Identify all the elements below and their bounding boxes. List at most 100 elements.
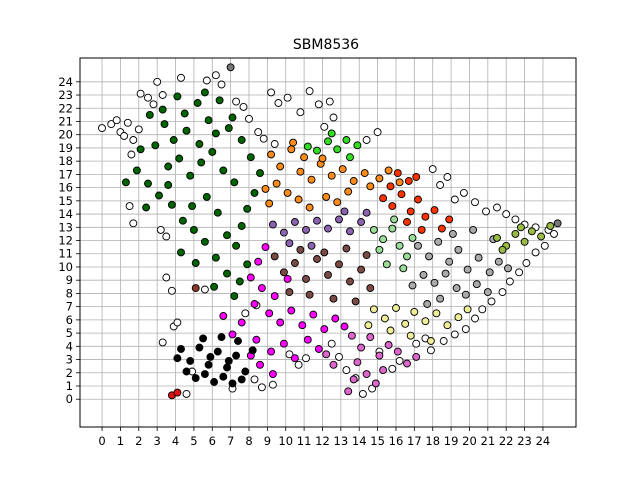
data-point	[448, 229, 457, 238]
data-point	[426, 337, 435, 345]
data-point	[274, 99, 283, 107]
data-point	[450, 195, 459, 204]
data-point	[158, 105, 167, 114]
x-tick-label: 21	[481, 434, 496, 448]
data-point	[129, 136, 138, 144]
data-point	[437, 224, 446, 233]
x-tick-label: 1	[117, 434, 124, 448]
data-point	[195, 343, 204, 352]
data-point	[325, 97, 334, 106]
data-point	[162, 232, 171, 241]
data-point	[219, 311, 228, 320]
data-point	[401, 319, 410, 328]
data-point	[285, 350, 294, 359]
data-point	[550, 229, 558, 238]
data-point	[395, 356, 404, 365]
data-point	[256, 360, 264, 369]
data-point	[287, 145, 296, 154]
data-point	[474, 253, 483, 262]
data-point	[204, 116, 213, 125]
data-point	[423, 300, 432, 308]
data-point	[342, 136, 351, 144]
data-point	[302, 354, 310, 363]
data-point	[333, 198, 342, 207]
data-point	[202, 192, 211, 201]
data-point	[358, 389, 367, 398]
data-point	[327, 171, 336, 180]
data-point	[346, 227, 354, 236]
data-point	[472, 280, 481, 289]
data-point	[235, 277, 244, 286]
data-point	[434, 237, 443, 246]
x-tick-label: 7	[227, 434, 234, 448]
data-point	[211, 253, 220, 262]
data-point	[195, 140, 204, 148]
data-point	[397, 190, 406, 199]
data-point	[239, 102, 248, 111]
y-tick-label: 19	[58, 141, 73, 155]
data-point	[268, 380, 277, 389]
data-point	[313, 255, 321, 263]
data-point	[177, 248, 185, 257]
data-point	[403, 359, 411, 368]
data-point	[303, 142, 312, 151]
data-point	[463, 305, 472, 314]
data-point	[224, 124, 233, 133]
data-point	[252, 335, 261, 344]
y-tick-label: 6	[66, 313, 73, 327]
data-point	[487, 297, 496, 306]
data-point	[327, 129, 336, 138]
data-point	[511, 215, 520, 224]
data-point	[210, 282, 219, 291]
data-point	[412, 339, 421, 348]
data-point	[219, 372, 228, 381]
data-point	[303, 335, 312, 344]
data-point	[478, 305, 487, 314]
data-point	[340, 207, 349, 216]
data-point	[182, 126, 191, 135]
data-point	[414, 195, 422, 204]
data-point	[158, 338, 167, 347]
data-point	[421, 212, 430, 221]
data-point	[241, 309, 250, 318]
y-tick-label: 2	[66, 366, 73, 380]
data-point	[134, 125, 143, 134]
data-point	[471, 314, 479, 323]
data-point	[296, 108, 305, 117]
data-point	[215, 96, 224, 105]
data-point	[450, 330, 459, 339]
y-tick-label: 13	[58, 220, 73, 234]
data-point	[324, 137, 332, 146]
y-tick-label: 21	[58, 114, 73, 128]
data-point	[199, 334, 208, 343]
data-point	[329, 360, 338, 369]
data-point	[375, 245, 384, 254]
data-point	[250, 188, 259, 197]
data-point	[340, 322, 349, 331]
data-point	[182, 367, 191, 376]
data-point	[200, 370, 209, 379]
data-point	[285, 239, 294, 248]
data-point	[384, 341, 393, 349]
y-tick-label: 22	[58, 101, 73, 115]
x-tick-label: 20	[462, 434, 477, 448]
data-point	[388, 364, 397, 373]
data-point	[393, 169, 402, 178]
data-point	[349, 177, 358, 185]
data-point	[366, 333, 375, 342]
data-point	[379, 366, 388, 375]
data-point	[265, 199, 274, 208]
data-point	[250, 375, 259, 384]
data-point	[186, 171, 195, 180]
data-point	[169, 136, 178, 144]
x-tick-label: 8	[245, 434, 252, 448]
data-point	[127, 150, 136, 159]
data-point	[132, 166, 141, 175]
data-point	[144, 93, 152, 102]
data-point	[283, 188, 292, 197]
data-point	[388, 224, 397, 233]
data-point	[368, 384, 377, 393]
data-point	[204, 360, 213, 369]
data-point	[369, 225, 378, 234]
data-point	[380, 314, 389, 323]
